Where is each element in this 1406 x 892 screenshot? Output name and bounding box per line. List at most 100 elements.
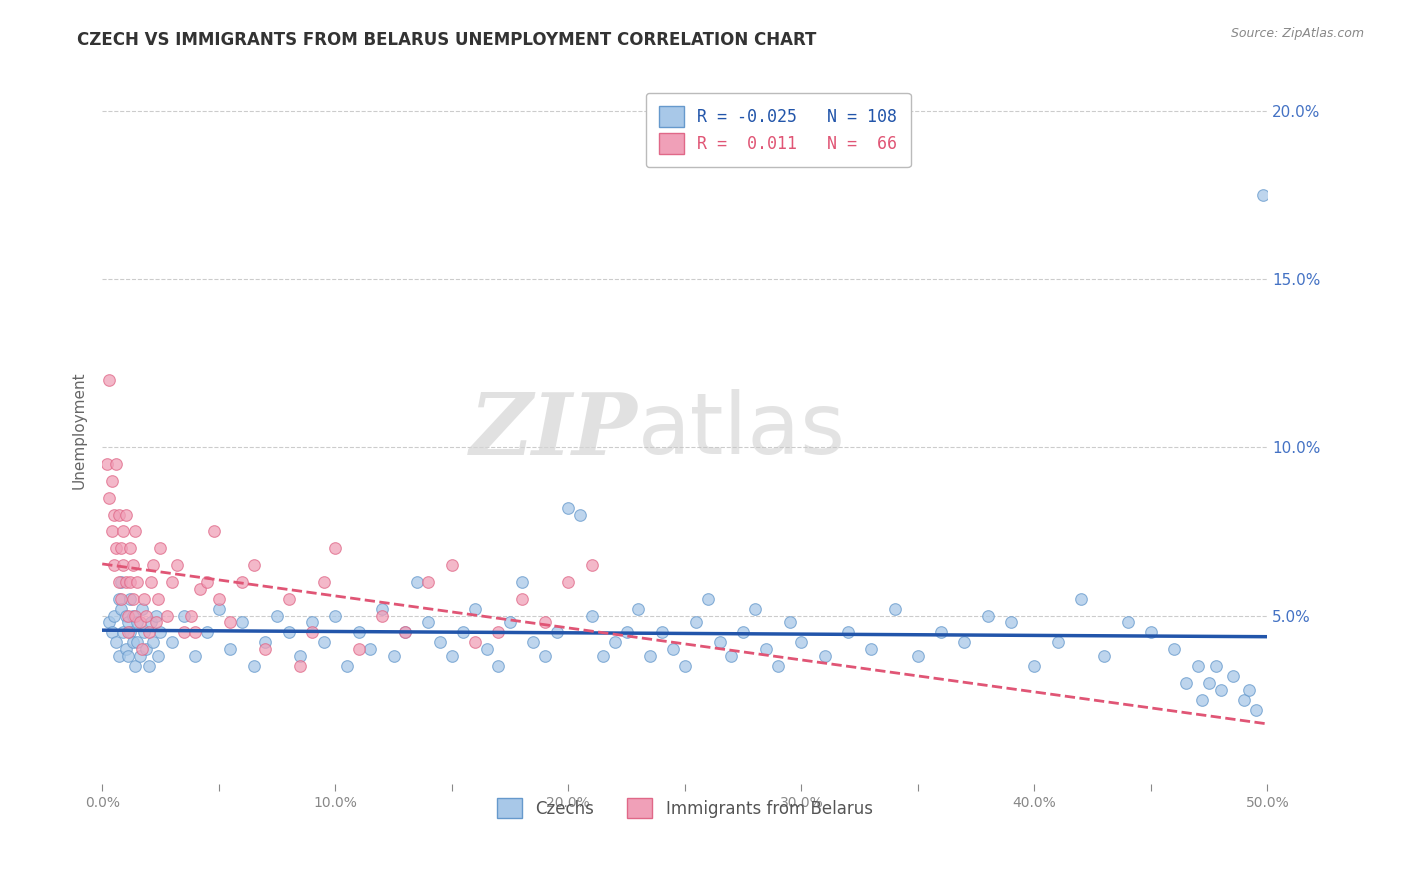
- Point: [141, 574, 163, 589]
- Point: [121, 591, 143, 606]
- Point: [120, 625, 142, 640]
- Point: [347, 625, 370, 640]
- Point: [394, 625, 416, 640]
- Point: [128, 615, 150, 630]
- Point: [184, 625, 207, 640]
- Point: [534, 615, 557, 630]
- Point: [112, 524, 135, 539]
- Point: [107, 648, 129, 663]
- Point: [592, 648, 614, 663]
- Point: [837, 625, 859, 640]
- Point: [195, 574, 218, 589]
- Point: [107, 574, 129, 589]
- Point: [347, 642, 370, 657]
- Point: [755, 642, 778, 657]
- Point: [1222, 669, 1244, 683]
- Point: [121, 608, 143, 623]
- Point: [127, 635, 149, 649]
- Point: [219, 642, 242, 657]
- Point: [464, 635, 486, 649]
- Point: [112, 558, 135, 573]
- Point: [117, 625, 139, 640]
- Point: [103, 508, 125, 522]
- Point: [814, 648, 837, 663]
- Point: [1000, 615, 1022, 630]
- Point: [124, 608, 146, 623]
- Point: [141, 615, 163, 630]
- Point: [110, 602, 132, 616]
- Point: [522, 635, 544, 649]
- Point: [121, 635, 143, 649]
- Point: [114, 608, 136, 623]
- Point: [510, 574, 533, 589]
- Point: [146, 648, 169, 663]
- Point: [568, 508, 591, 522]
- Point: [160, 574, 183, 589]
- Point: [145, 615, 167, 630]
- Point: [475, 642, 498, 657]
- Point: [134, 591, 156, 606]
- Point: [1209, 682, 1232, 697]
- Point: [486, 659, 509, 673]
- Point: [105, 457, 128, 471]
- Point: [1024, 659, 1046, 673]
- Point: [231, 574, 253, 589]
- Point: [120, 574, 142, 589]
- Point: [124, 659, 146, 673]
- Point: [581, 558, 603, 573]
- Point: [486, 625, 509, 640]
- Point: [1198, 676, 1220, 690]
- Point: [107, 508, 129, 522]
- Point: [1244, 703, 1267, 717]
- Point: [418, 574, 440, 589]
- Point: [219, 615, 242, 630]
- Point: [371, 602, 394, 616]
- Point: [766, 659, 789, 673]
- Point: [301, 625, 323, 640]
- Point: [323, 541, 346, 556]
- Point: [117, 608, 139, 623]
- Point: [242, 659, 264, 673]
- Point: [254, 642, 277, 657]
- Point: [953, 635, 976, 649]
- Point: [135, 642, 157, 657]
- Point: [166, 558, 188, 573]
- Point: [709, 635, 731, 649]
- Point: [188, 582, 211, 596]
- Point: [405, 574, 427, 589]
- Text: Source: ZipAtlas.com: Source: ZipAtlas.com: [1230, 27, 1364, 40]
- Point: [266, 608, 288, 623]
- Point: [100, 625, 122, 640]
- Point: [131, 642, 153, 657]
- Point: [359, 642, 381, 657]
- Point: [110, 541, 132, 556]
- Text: atlas: atlas: [638, 389, 846, 472]
- Point: [312, 574, 335, 589]
- Point: [195, 625, 218, 640]
- Point: [581, 608, 603, 623]
- Point: [603, 635, 626, 649]
- Point: [202, 524, 225, 539]
- Point: [779, 615, 801, 630]
- Point: [98, 373, 121, 387]
- Point: [1092, 648, 1115, 663]
- Point: [135, 608, 157, 623]
- Point: [231, 615, 253, 630]
- Point: [128, 648, 150, 663]
- Point: [112, 625, 135, 640]
- Point: [907, 648, 929, 663]
- Point: [114, 574, 136, 589]
- Point: [114, 508, 136, 522]
- Point: [1163, 642, 1185, 657]
- Point: [627, 602, 650, 616]
- Point: [117, 615, 139, 630]
- Point: [127, 615, 149, 630]
- Point: [534, 648, 557, 663]
- Point: [156, 608, 179, 623]
- Point: [145, 608, 167, 623]
- Point: [1233, 692, 1256, 706]
- Point: [98, 491, 121, 505]
- Point: [254, 635, 277, 649]
- Point: [184, 648, 207, 663]
- Point: [371, 608, 394, 623]
